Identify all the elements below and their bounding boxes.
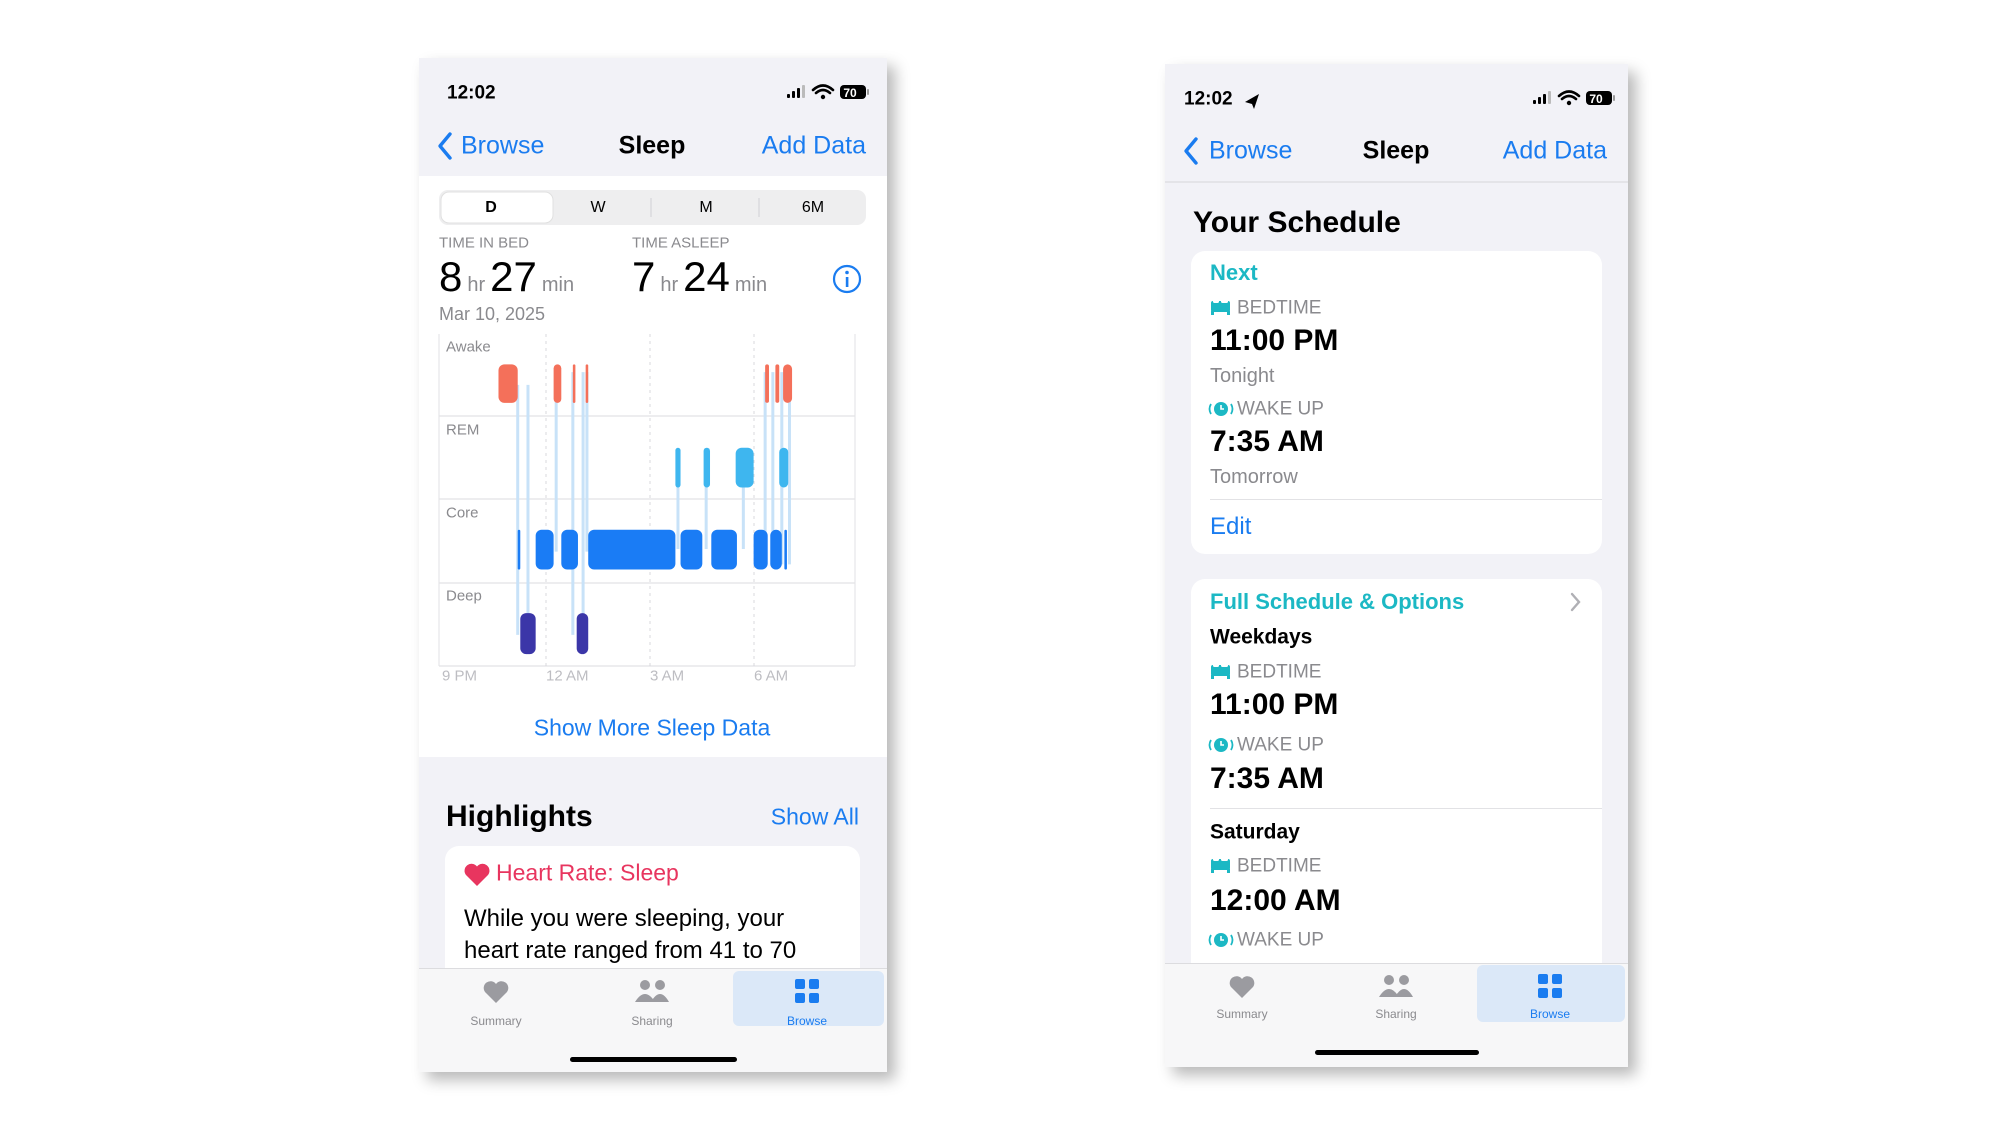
- bedtime-label: BEDTIME: [1237, 855, 1322, 877]
- stage-label: REM: [446, 421, 480, 439]
- home-indicator: [570, 1057, 737, 1062]
- content-background: [419, 176, 887, 757]
- wakeup-time: 7:35 AM: [1210, 425, 1324, 458]
- wakeup-time: 7:35 AM: [1210, 762, 1324, 795]
- sleep-chart: [438, 334, 856, 667]
- summary-label: TIME IN BED: [439, 234, 530, 252]
- home-indicator: [1315, 1050, 1479, 1055]
- section-title: Your Schedule: [1193, 206, 1401, 239]
- tab-icons: [483, 979, 819, 1003]
- summary-minutes: 24: [683, 253, 730, 300]
- weekdays-title: Weekdays: [1210, 625, 1313, 649]
- nav-action[interactable]: Add Data: [761, 131, 866, 160]
- wakeup-label: WAKE UP: [1237, 734, 1324, 756]
- summary-value: 7 hr 24 min: [632, 256, 772, 298]
- tab-label[interactable]: Summary: [470, 1014, 522, 1028]
- schedule-card: [1191, 579, 1602, 999]
- stage-label: Deep: [446, 587, 482, 605]
- tab-label[interactable]: Sharing: [1375, 1007, 1417, 1021]
- summary-hr-unit: hr: [467, 274, 486, 296]
- bedtime-label: BEDTIME: [1237, 661, 1322, 683]
- stage-label: Awake: [446, 338, 491, 356]
- bedtime-label: BEDTIME: [1237, 297, 1322, 319]
- saturday-title: Saturday: [1210, 820, 1300, 844]
- tab-label[interactable]: Sharing: [631, 1014, 673, 1028]
- wakeup-label: WAKE UP: [1237, 929, 1324, 951]
- tab-selected-bg: [1477, 965, 1625, 1022]
- separator: [1210, 808, 1602, 809]
- separator: [1210, 499, 1602, 500]
- status-time: 12:02: [1184, 88, 1233, 110]
- summary-hours: 7: [632, 253, 656, 300]
- bedtime-day: Tonight: [1210, 365, 1275, 387]
- decorations: [1165, 90, 1628, 183]
- right-phone: 70 12:02 Browse Sleep Add Data Your Schedule N…: [1165, 64, 1628, 1067]
- tab-selected-bg: [733, 971, 884, 1026]
- show-all-link[interactable]: Show All: [770, 803, 859, 830]
- battery-text: 70: [843, 86, 857, 100]
- nav-action[interactable]: Add Data: [1502, 136, 1607, 165]
- schedule-heading[interactable]: Full Schedule & Options: [1210, 589, 1465, 614]
- summary-value: 8 hr 27 min: [439, 256, 579, 298]
- bedtime-time: 11:00 PM: [1210, 324, 1339, 357]
- show-more-link[interactable]: Show More Sleep Data: [533, 714, 771, 741]
- summary-min-unit: min: [734, 274, 768, 296]
- tab-icons: [1229, 974, 1562, 998]
- edit-link[interactable]: Edit: [1210, 513, 1252, 540]
- left-phone: 70 12:02 Browse Sleep Add Data D W M 6M TIME IN B…: [419, 58, 887, 1072]
- bedtime-time: 12:00 AM: [1210, 884, 1341, 917]
- wakeup-label: WAKE UP: [1237, 398, 1324, 420]
- highlights-title: Highlights: [446, 800, 593, 833]
- time-label: 12 AM: [546, 667, 589, 685]
- summary-min-unit: min: [541, 274, 575, 296]
- next-heading: Next: [1210, 260, 1258, 285]
- summary-minutes: 27: [490, 253, 537, 300]
- schedule-icons: [1208, 299, 1581, 947]
- segment[interactable]: 6M: [801, 199, 825, 216]
- card-body: While you were sleeping, your: [464, 905, 785, 932]
- time-label: 6 AM: [754, 667, 789, 685]
- segment[interactable]: M: [699, 199, 713, 216]
- tab-label[interactable]: Browse: [786, 1014, 828, 1028]
- bedtime-time: 11:00 PM: [1210, 688, 1339, 721]
- nav-back[interactable]: Browse: [461, 131, 545, 160]
- time-label: 9 PM: [442, 667, 478, 685]
- summary-hours: 8: [439, 253, 463, 300]
- status-time: 12:02: [447, 82, 496, 104]
- segment[interactable]: D: [485, 199, 497, 216]
- stage-label: Core: [446, 504, 479, 522]
- next-card: [1191, 251, 1602, 554]
- battery-text: 70: [1589, 92, 1603, 106]
- nav-title: Sleep: [1362, 136, 1430, 165]
- tab-label[interactable]: Browse: [1529, 1007, 1571, 1021]
- nav-back[interactable]: Browse: [1209, 136, 1293, 165]
- nav-title: Sleep: [618, 131, 686, 160]
- heart-icon: [464, 863, 490, 886]
- segment[interactable]: W: [590, 199, 606, 216]
- wakeup-day: Tomorrow: [1210, 466, 1298, 488]
- time-label: 3 AM: [650, 667, 685, 685]
- card-body: heart rate ranged from 41 to 70: [464, 937, 797, 964]
- summary-label: TIME ASLEEP: [632, 234, 730, 252]
- date: Mar 10, 2025: [439, 304, 546, 324]
- tab-label[interactable]: Summary: [1216, 1007, 1268, 1021]
- card-title[interactable]: Heart Rate: Sleep: [496, 859, 679, 886]
- decorations: [438, 84, 869, 294]
- summary-hr-unit: hr: [660, 274, 679, 296]
